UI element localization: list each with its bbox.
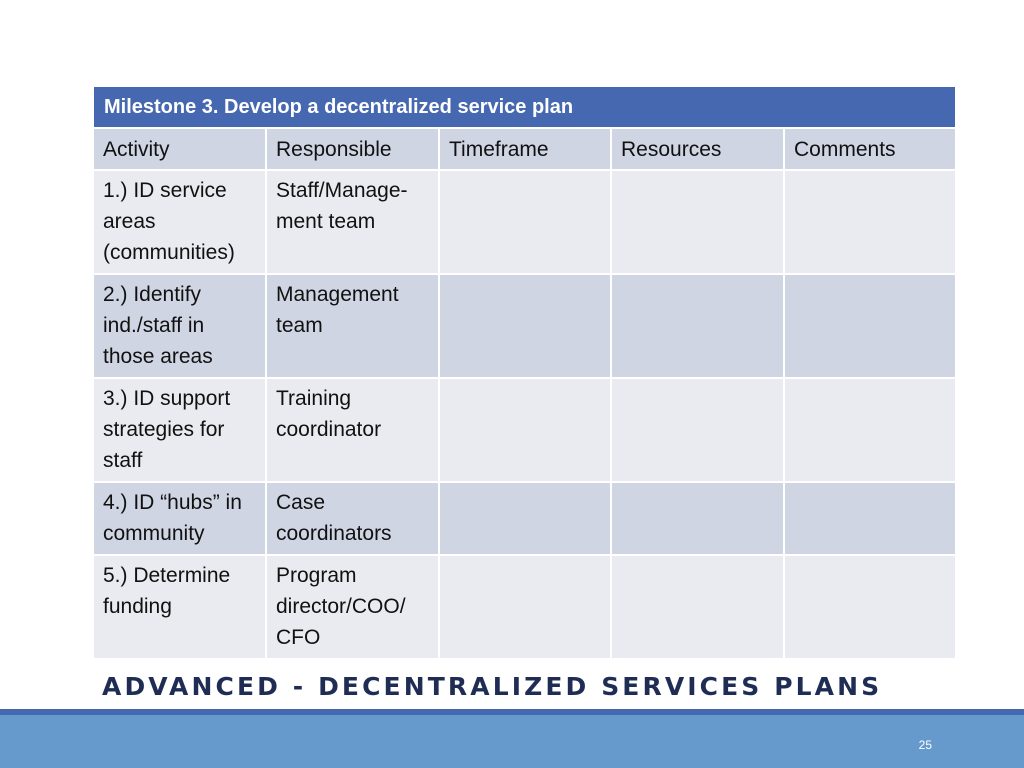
resources-cell bbox=[610, 273, 785, 379]
timeframe-cell bbox=[438, 554, 612, 660]
comments-cell bbox=[782, 273, 958, 379]
activity-cell: 4.) ID “hubs” in community bbox=[92, 481, 267, 556]
table-header-row: Activity Responsible Timeframe Resources… bbox=[92, 127, 958, 171]
timeframe-cell bbox=[438, 169, 612, 275]
page-number: 25 bbox=[918, 738, 932, 752]
column-header-resources: Resources bbox=[610, 127, 785, 171]
comments-cell bbox=[782, 554, 958, 660]
comments-cell bbox=[782, 377, 958, 483]
activity-cell: 3.) ID support strategies for staff bbox=[92, 377, 267, 483]
responsible-cell: Staff/Manage-ment team bbox=[265, 169, 440, 275]
column-header-responsible: Responsible bbox=[265, 127, 440, 171]
responsible-cell: Management team bbox=[265, 273, 440, 379]
table-title: Milestone 3. Develop a decentralized ser… bbox=[91, 85, 958, 129]
resources-cell bbox=[610, 377, 785, 483]
responsible-cell: Training coordinator bbox=[265, 377, 440, 483]
activity-cell: 2.) Identify ind./staff in those areas bbox=[92, 273, 267, 379]
column-header-activity: Activity bbox=[92, 127, 267, 171]
responsible-cell: Case coordinators bbox=[265, 481, 440, 556]
timeframe-cell bbox=[438, 481, 612, 556]
table-row: 3.) ID support strategies for staff Trai… bbox=[92, 377, 958, 483]
table-row: 2.) Identify ind./staff in those areas M… bbox=[92, 273, 958, 379]
table-row: 4.) ID “hubs” in community Case coordina… bbox=[92, 481, 958, 556]
activity-cell: 1.) ID service areas (communities) bbox=[92, 169, 267, 275]
resources-cell bbox=[610, 481, 785, 556]
responsible-cell: Program director/COO/ CFO bbox=[265, 554, 440, 660]
comments-cell bbox=[782, 169, 958, 275]
resources-cell bbox=[610, 169, 785, 275]
footer-bar bbox=[0, 709, 1024, 768]
resources-cell bbox=[610, 554, 785, 660]
timeframe-cell bbox=[438, 377, 612, 483]
milestone-table: Milestone 3. Develop a decentralized ser… bbox=[91, 85, 958, 660]
column-header-comments: Comments bbox=[782, 127, 958, 171]
activity-cell: 5.) Determine funding bbox=[92, 554, 267, 660]
slide-title: ADVANCED - DECENTRALIZED SERVICES PLANS bbox=[102, 672, 883, 701]
table-row: 1.) ID service areas (communities) Staff… bbox=[92, 169, 958, 275]
comments-cell bbox=[782, 481, 958, 556]
column-header-timeframe: Timeframe bbox=[438, 127, 612, 171]
table-row: 5.) Determine funding Program director/C… bbox=[92, 554, 958, 660]
timeframe-cell bbox=[438, 273, 612, 379]
table-title-row: Milestone 3. Develop a decentralized ser… bbox=[91, 85, 958, 129]
